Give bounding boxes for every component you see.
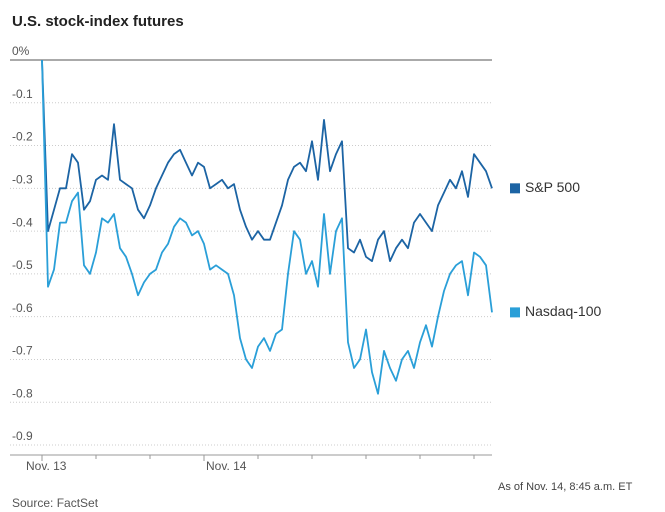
y-tick-label: -0.1 (12, 87, 33, 101)
y-tick-label: -0.3 (12, 173, 33, 187)
y-tick-label: -0.6 (12, 301, 33, 315)
y-tick-label: -0.5 (12, 258, 33, 272)
y-tick-label: -0.2 (12, 130, 33, 144)
y-tick-label: -0.7 (12, 344, 33, 358)
legend-label: Nasdaq-100 (525, 303, 601, 319)
note: As of Nov. 14, 8:45 a.m. ET (498, 481, 633, 493)
legend-swatch (510, 307, 520, 318)
x-tick-label: Nov. 13 (26, 459, 67, 473)
source: Source: FactSet (12, 496, 99, 510)
legend-swatch (510, 183, 520, 194)
x-tick-label: Nov. 14 (206, 459, 247, 473)
series-line (41, 59, 493, 395)
y-tick-label: -0.9 (12, 429, 33, 443)
series-line (41, 59, 493, 263)
y-tick-label: -0.4 (12, 215, 33, 229)
y-tick-label: 0% (12, 44, 30, 58)
chart-title: U.S. stock-index futures (12, 13, 184, 30)
y-tick-label: -0.8 (12, 386, 33, 400)
legend-label: S&P 500 (525, 179, 580, 195)
